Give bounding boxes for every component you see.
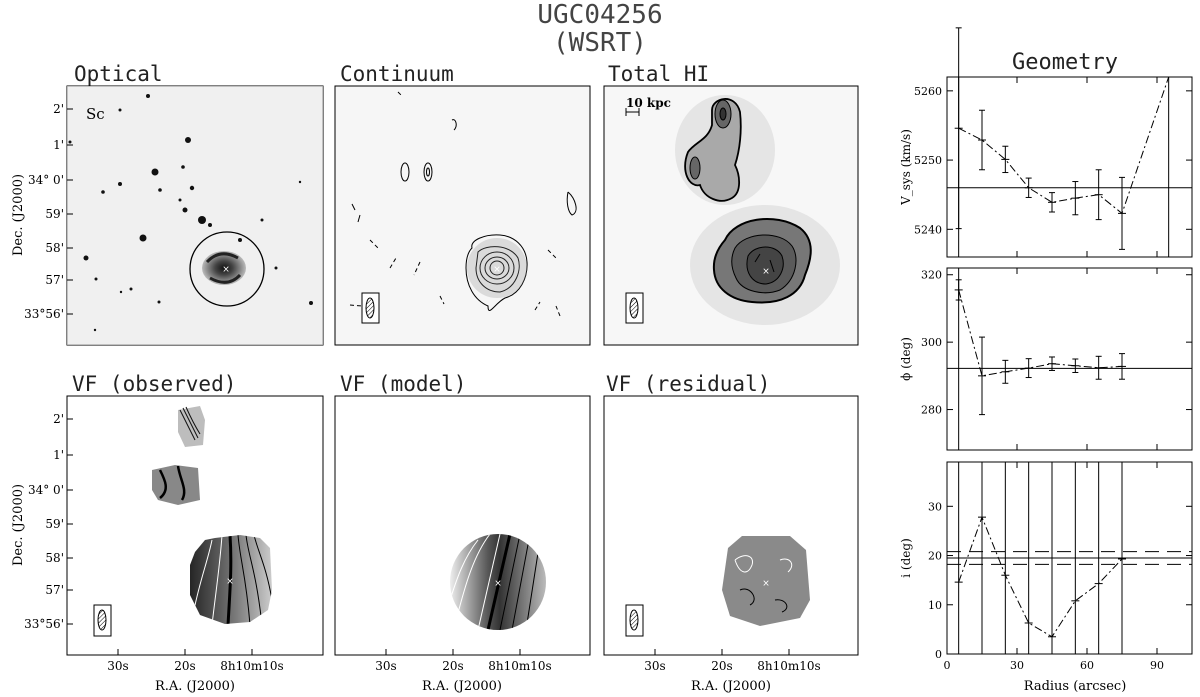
xtick-label: 30s (644, 659, 665, 673)
ytick-label: 34° 0' (28, 173, 64, 187)
panel-title-totalhi: Total HI (608, 62, 710, 86)
ytick-label: 58' (45, 551, 64, 565)
plot-frame (946, 267, 1193, 451)
svg-text:×: × (494, 579, 502, 589)
xtick-label: 20s (442, 659, 463, 673)
svg-text:×: × (222, 265, 230, 275)
scalebar-label: 10 kpc (626, 96, 671, 110)
axis-ylabel: V_sys (km/s) (899, 129, 913, 206)
totalhi-panel: × 10 kpc (603, 85, 859, 346)
ytick-label: 5250 (914, 154, 942, 167)
svg-text:×: × (493, 265, 501, 275)
xtick-label: 0 (944, 659, 951, 672)
xtick-label: 30 (1010, 659, 1024, 672)
ytick-label: 1' (53, 448, 64, 462)
ytick-label: 320 (921, 269, 942, 282)
ytick-label: 300 (921, 336, 942, 349)
ytick-label: 59' (45, 207, 64, 221)
axis-ylabel: i (deg) (899, 538, 913, 577)
xtick-label: 20s (711, 659, 732, 673)
geometry-title: Geometry (1012, 50, 1118, 75)
morphology-tag: Sc (86, 105, 105, 123)
xlabel: R.A. (J2000) (691, 679, 771, 694)
ytick-label: 59' (45, 517, 64, 531)
series-line (958, 515, 1123, 638)
ytick-label: 2' (53, 412, 64, 426)
xtick-label: 30s (107, 659, 128, 673)
ytick-label: 2' (53, 102, 64, 116)
continuum-panel: × (334, 85, 591, 346)
xtick-label: 8h10m10s (757, 659, 820, 673)
vf-observed-panel: × (66, 395, 324, 656)
xtick-label: 30s (375, 659, 396, 673)
sky-ticks (67, 108, 790, 655)
ytick-label: 33°56' (24, 617, 64, 631)
panel-title-vf-model: VF (model) (340, 372, 467, 396)
vf-model-panel: × (334, 395, 591, 656)
figure-subtitle: (WSRT) (553, 28, 647, 58)
ytick-label: 30 (928, 500, 942, 513)
ytick-label: 20 (928, 550, 942, 563)
panel-title-optical: Optical (74, 62, 163, 86)
xtick-label: 8h10m10s (220, 659, 283, 673)
figure-title: UGC04256 (537, 0, 663, 30)
svg-text:×: × (226, 577, 234, 587)
xtick-label: 8h10m10s (488, 659, 551, 673)
plot-frame (946, 76, 1193, 258)
svg-text:×: × (762, 579, 770, 589)
ytick-label: 34° 0' (28, 483, 64, 497)
vf-residual-panel: × (603, 395, 859, 656)
geometry-xlabel: Radius (arcsec) (1024, 679, 1127, 694)
svg-text:×: × (762, 267, 770, 277)
ytick-label: 1' (53, 138, 64, 152)
ylabel-row2: Dec. (J2000) (11, 484, 26, 566)
xlabel: R.A. (J2000) (155, 679, 235, 694)
sky-ytick-labels-row1: 2' 1' 34° 0' 59' 58' 57' 33°56' (24, 102, 64, 321)
optical-panel: × Sc (66, 85, 324, 346)
ytick-label: 5240 (914, 223, 942, 236)
panel-title-vf-residual: VF (residual) (606, 372, 771, 396)
ytick-label: 33°56' (24, 307, 64, 321)
ytick-label: 5260 (914, 85, 942, 98)
xtick-label: 20s (174, 659, 195, 673)
sky-xtick-labels: 30s 20s 8h10m10s 30s 20s 8h10m10s 30s 20… (107, 659, 820, 673)
ytick-label: 57' (45, 273, 64, 287)
ytick-label: 0 (935, 648, 942, 661)
axis-ylabel: ϕ (deg) (899, 337, 913, 381)
ytick-label: 10 (928, 599, 942, 612)
ytick-label: 57' (45, 583, 64, 597)
panel-title-vf-observed: VF (observed) (72, 372, 237, 396)
xtick-label: 60 (1080, 659, 1094, 672)
star-field (68, 94, 313, 332)
ytick-label: 58' (45, 241, 64, 255)
ylabel-row1: Dec. (J2000) (11, 174, 26, 256)
panel-title-continuum: Continuum (340, 62, 454, 86)
sky-xlabels: R.A. (J2000) R.A. (J2000) R.A. (J2000) (155, 679, 771, 694)
sky-ytick-labels-row2: 2' 1' 34° 0' 59' 58' 57' 33°56' (24, 412, 64, 631)
ytick-label: 280 (921, 404, 942, 417)
xtick-label: 90 (1150, 659, 1164, 672)
galaxy-image (202, 251, 246, 285)
series-line (958, 76, 1170, 215)
xlabel: R.A. (J2000) (422, 679, 502, 694)
